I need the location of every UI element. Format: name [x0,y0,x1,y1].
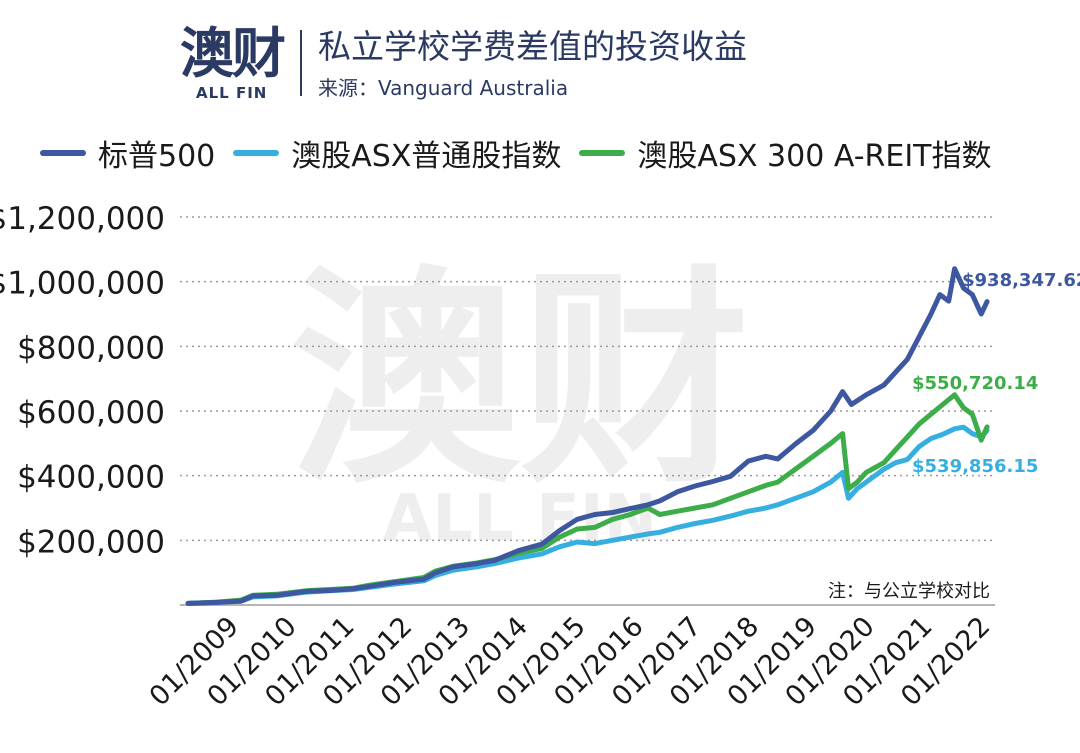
chart-legend: 标普500 澳股ASX普通股指数 澳股ASX 300 A-REIT指数 [40,126,1010,180]
y-tick-label: $800,000 [17,330,165,366]
header-divider [300,30,302,96]
brand-logo-sub: ALL FIN [196,84,268,102]
y-tick-label: $600,000 [17,395,165,431]
watermark-logo: 澳财 [290,248,750,515]
chart-annotation: 注：与公立学校对比 [828,581,990,602]
chart-title: 私立学校学费差值的投资收益 [318,27,747,66]
legend-item-asx: 澳股ASX普通股指数 [233,131,561,175]
chart-source: 来源：Vanguard Australia [318,76,569,100]
y-tick-label: $200,000 [17,524,165,560]
end-label-0: $938,347.62 [962,270,1080,291]
brand-logo: 澳财 [180,22,286,85]
y-tick-label: $1,000,000 [0,266,165,302]
legend-label-reit: 澳股ASX 300 A-REIT指数 [637,139,992,174]
y-tick-label: $1,200,000 [0,201,165,237]
legend-label-asx: 澳股ASX普通股指数 [291,139,562,174]
legend-item-reit: 澳股ASX 300 A-REIT指数 [579,131,992,175]
legend-label-sp500: 标普500 [98,139,216,174]
y-tick-label: $400,000 [17,460,165,496]
legend-swatch-reit [579,150,626,156]
end-label-2: $550,720.14 [912,373,1038,394]
legend-item-sp500: 标普500 [40,131,215,175]
end-label-1: $539,856.15 [912,456,1038,477]
legend-swatch-asx [233,150,280,156]
legend-swatch-sp500 [40,150,86,156]
series-line-0 [185,266,990,606]
chart-header: 澳财 ALL FIN 私立学校学费差值的投资收益 来源：Vanguard Aus… [0,0,1080,110]
